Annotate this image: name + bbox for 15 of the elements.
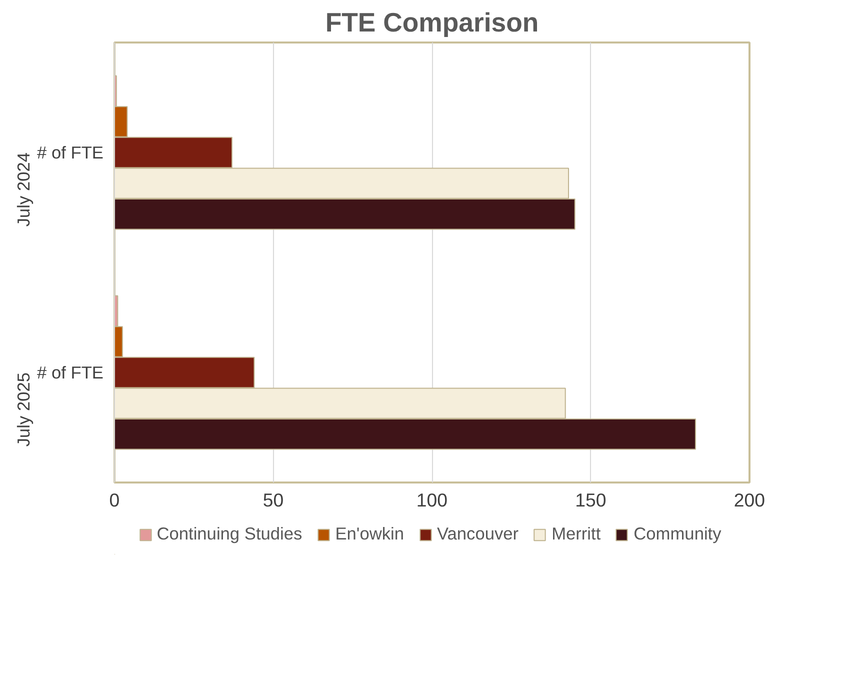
y-tick-label: # of FTE: [37, 142, 104, 162]
y-tick-label: # of FTE: [37, 362, 104, 382]
legend-label: Community: [634, 524, 722, 544]
x-tick-label: 100: [416, 490, 448, 510]
x-tick-label: 150: [575, 490, 606, 510]
legend-label: Continuing Studies: [156, 524, 302, 544]
text: July 2025: [14, 372, 34, 447]
legend-label: En'owkin: [335, 524, 404, 544]
x-tick-label: 50: [262, 490, 284, 510]
chart-title: FTE Comparison: [325, 8, 539, 38]
x-tick-label: 200: [734, 490, 766, 510]
x-tick-label: 0: [109, 490, 120, 510]
text: July 2024: [14, 152, 34, 227]
legend-label: Vancouver: [437, 524, 519, 544]
legend-label: Merritt: [552, 524, 601, 544]
